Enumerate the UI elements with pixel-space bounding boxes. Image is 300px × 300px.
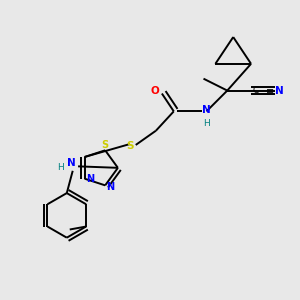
Text: N: N: [202, 105, 211, 115]
Text: N: N: [106, 182, 115, 192]
Text: O: O: [151, 85, 160, 96]
Text: S: S: [102, 140, 109, 150]
Text: N: N: [67, 158, 76, 168]
Text: N: N: [86, 174, 94, 184]
Text: C: C: [252, 86, 259, 95]
Text: H: H: [58, 163, 64, 172]
Text: ≡: ≡: [266, 85, 274, 96]
Text: S: S: [126, 141, 134, 152]
Text: H: H: [203, 119, 210, 128]
Text: N: N: [275, 85, 284, 96]
